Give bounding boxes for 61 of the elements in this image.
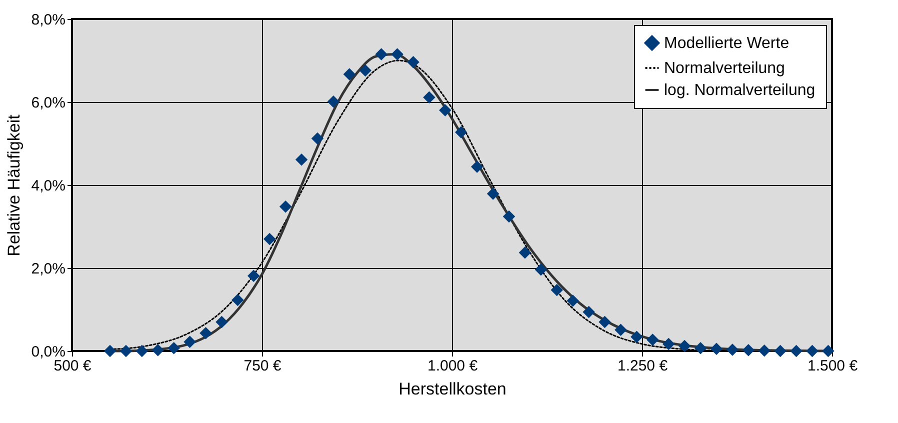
- point: [407, 56, 420, 68]
- point: [518, 246, 532, 259]
- point: [391, 48, 404, 60]
- y-tick-label: 2,0%: [31, 260, 66, 278]
- point: [359, 64, 372, 77]
- x-tick-label: 750 €: [244, 358, 282, 374]
- point: [774, 344, 786, 358]
- point: [152, 344, 164, 356]
- point: [454, 126, 468, 138]
- point: [630, 330, 643, 344]
- point: [327, 95, 340, 108]
- point: [598, 316, 611, 328]
- y-tick-label: 0,0%: [31, 344, 66, 360]
- point: [726, 344, 739, 356]
- point: [710, 342, 723, 356]
- point: [136, 344, 148, 358]
- legend-label: Modellierte Werte: [664, 35, 790, 52]
- point: [248, 270, 260, 282]
- point: [550, 284, 564, 296]
- y-axis-title: Relative Häufigkeit: [4, 114, 24, 256]
- x-axis-title: Herstellkosten: [398, 380, 506, 398]
- point: [200, 327, 212, 340]
- point: [423, 91, 436, 104]
- x-tick-label: 1.500 €: [807, 358, 858, 374]
- x-tick-label: 1.250 €: [617, 358, 668, 374]
- point: [168, 342, 180, 354]
- y-tick-label: 4,0%: [31, 178, 66, 194]
- x-tick-label: 1.000 €: [427, 358, 478, 374]
- point: [104, 344, 116, 358]
- point: [694, 342, 707, 354]
- point: [742, 344, 755, 356]
- point: [486, 188, 500, 200]
- point: [216, 316, 228, 328]
- point: [295, 154, 308, 166]
- point: [311, 132, 324, 145]
- legend-label: Normalverteilung: [664, 60, 785, 77]
- point: [646, 334, 659, 346]
- point: [614, 324, 627, 336]
- y-tick-label: 6,0%: [31, 94, 66, 112]
- legend-label: log. Normalverteilung: [664, 82, 816, 99]
- point: [343, 68, 356, 80]
- point: [120, 344, 132, 358]
- point: [184, 336, 196, 348]
- point: [566, 294, 579, 307]
- point: [758, 344, 770, 357]
- x-tick-label: 500 €: [54, 358, 92, 374]
- point: [263, 232, 276, 246]
- point: [582, 306, 595, 318]
- point: [279, 200, 292, 213]
- point: [470, 160, 484, 173]
- y-tick-label: 8,0%: [31, 12, 66, 28]
- point: [502, 210, 516, 223]
- point: [534, 264, 548, 276]
- point: [375, 48, 388, 60]
- point: [806, 344, 818, 358]
- point: [790, 344, 802, 358]
- point: [232, 294, 244, 306]
- point: [678, 340, 691, 352]
- point: [439, 104, 452, 116]
- point: [662, 338, 675, 350]
- point: [822, 344, 834, 358]
